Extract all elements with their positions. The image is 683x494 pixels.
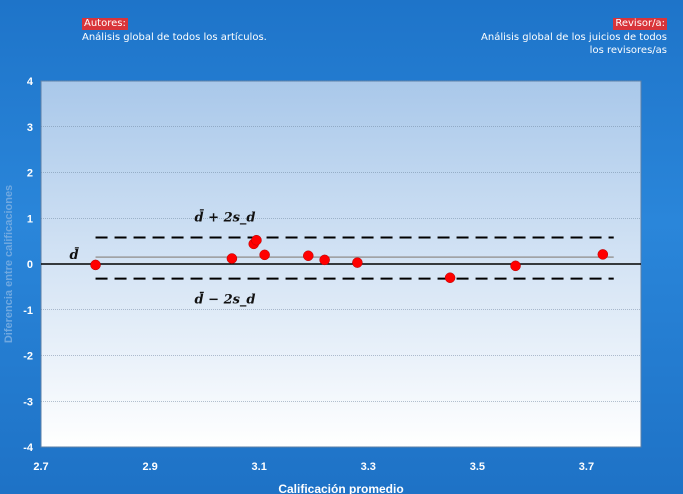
y-tick-label: 1 — [27, 213, 33, 225]
y-tick-label: 4 — [27, 76, 34, 88]
y-tick-label: -3 — [23, 396, 33, 408]
x-tick-label: 3.7 — [579, 461, 594, 473]
data-point — [90, 259, 101, 271]
data-point — [319, 254, 330, 266]
y-tick-label: 3 — [27, 122, 33, 134]
data-point — [259, 249, 270, 261]
data-point — [597, 249, 609, 260]
reviewer-label: Revisor/a: — [613, 18, 667, 30]
data-point — [444, 272, 456, 283]
gridlines — [41, 80, 641, 448]
upper-limit-label: d̄ + 2s_d — [195, 208, 256, 225]
x-axis-label: Calificación promedio — [278, 482, 403, 494]
y-tick-label: 0 — [27, 259, 33, 271]
data-points — [90, 234, 609, 283]
x-tick-label: 3.3 — [361, 461, 376, 473]
x-tick-label: 2.9 — [142, 461, 157, 473]
reviewer-text-line2: los revisores/as — [589, 45, 667, 56]
mean-line-label: d̄ — [70, 246, 80, 263]
authors-label: Autores: — [82, 18, 128, 30]
y-tick-label: -2 — [23, 351, 33, 363]
data-point — [303, 250, 314, 262]
reference-lines — [41, 236, 641, 280]
x-tick-label: 3.1 — [252, 461, 267, 473]
y-axis-label: Diferencia entre calificaciones — [3, 185, 15, 343]
data-point — [251, 234, 262, 246]
x-tick-label: 3.5 — [470, 461, 485, 473]
x-tick-label: 2.7 — [33, 461, 48, 473]
line-labels: d̄ d̄ + 2s_d d̄ − 2s_d — [70, 208, 256, 308]
data-point — [510, 260, 521, 272]
data-point — [226, 253, 238, 264]
reviewer-text-line1: Análisis global de los juicios de todos — [481, 32, 667, 43]
authors-text: Análisis global de todos los artículos. — [82, 32, 267, 43]
tick-labels: 4 3 2 1 0 -1 -2 -3 -4 2.7 2.9 3.1 3.3 3.5 3.7 — [23, 76, 594, 473]
y-tick-label: -4 — [23, 442, 34, 454]
y-tick-label: -1 — [23, 305, 33, 317]
y-tick-label: 2 — [27, 168, 33, 180]
data-point — [352, 257, 363, 268]
lower-limit-label: d̄ − 2s_d — [195, 290, 256, 307]
